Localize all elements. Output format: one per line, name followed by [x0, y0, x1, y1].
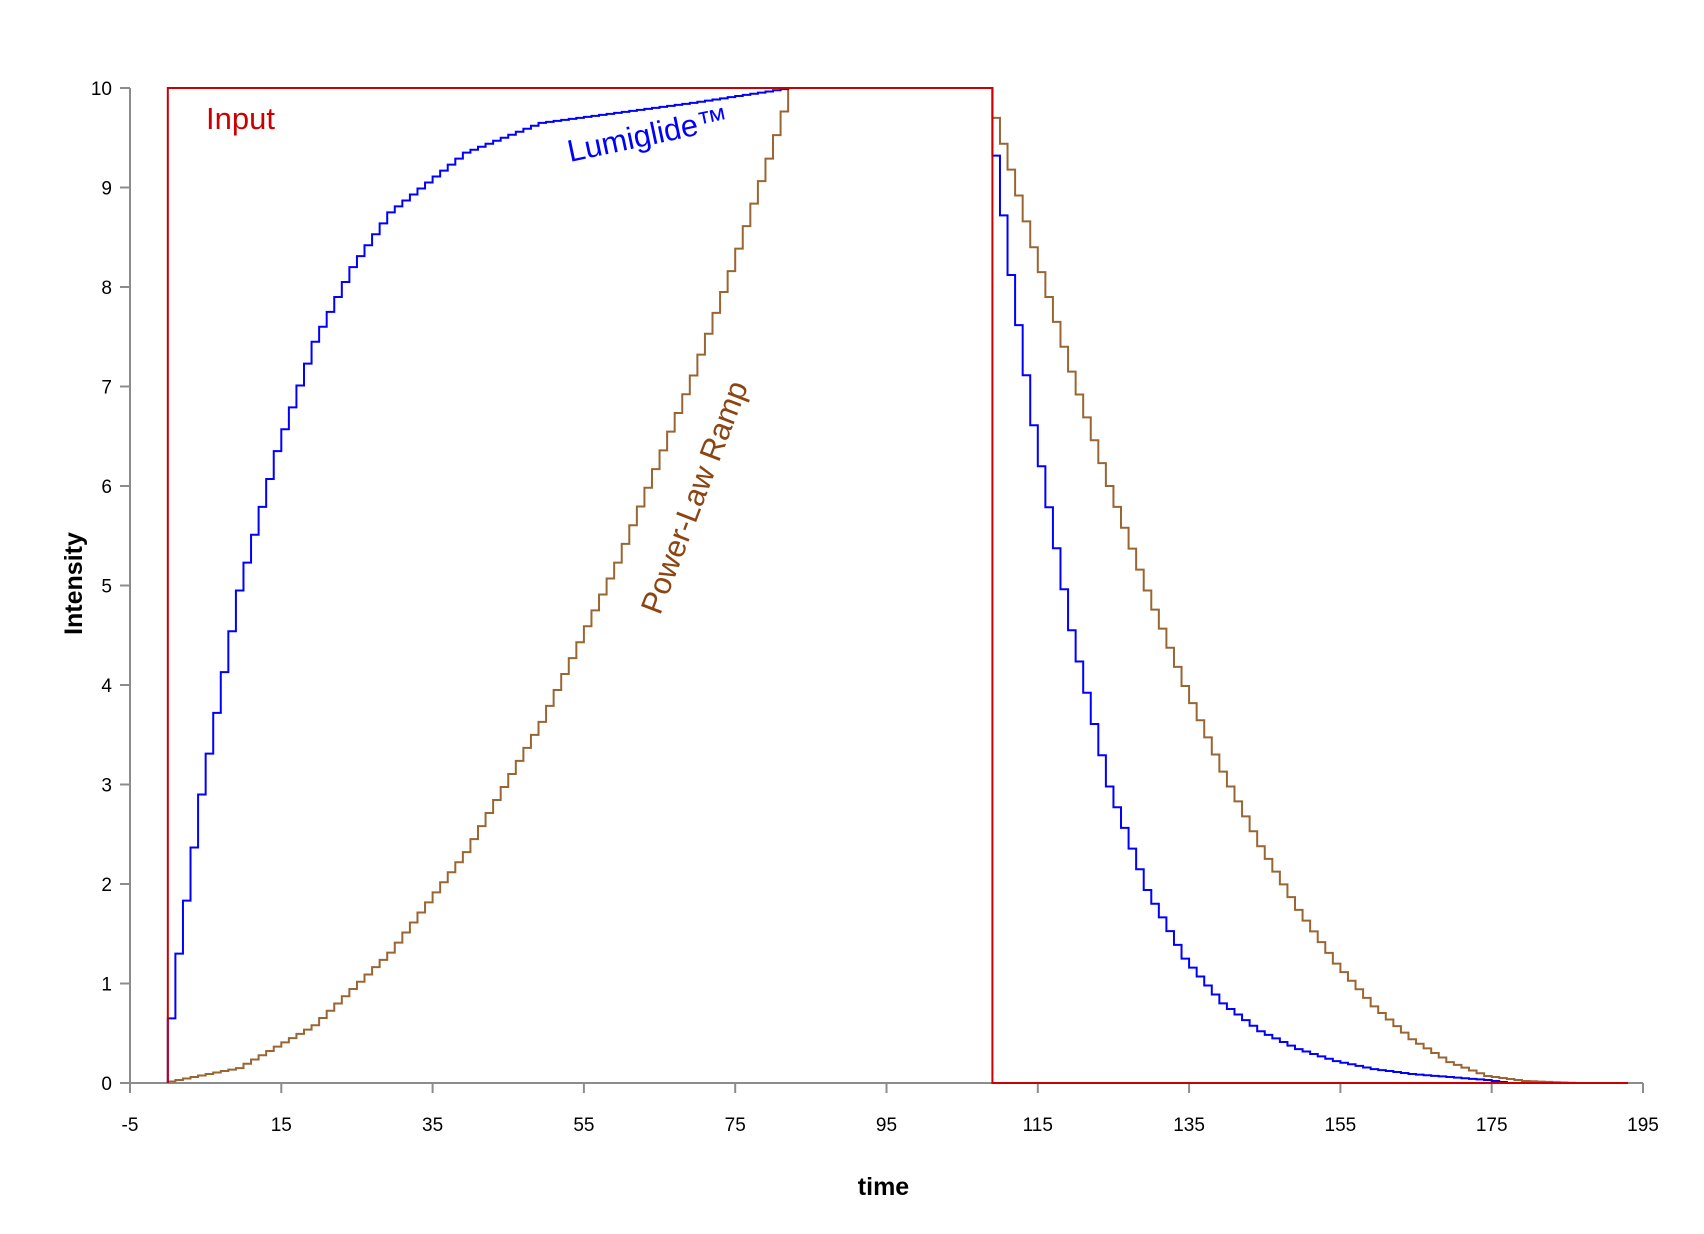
axes: 0 1 2 3 4 5 6 7 8 9 10 -5 15 35 55 75 95 115 135 155 175 195: [91, 79, 1659, 1136]
y-tick-label: 4: [101, 676, 112, 697]
x-tick-label: 95: [876, 1115, 897, 1136]
series-label-power-law-ramp: Power-Law Ramp: [634, 376, 755, 619]
y-tick-label: 6: [101, 477, 112, 498]
series-line-lumiglide: [166, 87, 1628, 1084]
series-line-input: [166, 87, 1628, 1084]
y-tick-label: 5: [101, 577, 112, 598]
y-tick-label: 0: [101, 1074, 112, 1095]
series-line-power-law-ramp: [166, 87, 1628, 1084]
x-tick-label: 75: [725, 1115, 746, 1136]
x-tick-label: 175: [1476, 1115, 1508, 1136]
labels-layer: time Intensity Input Lumiglide™ Power-Law Ra…: [60, 101, 909, 1201]
y-tick-label: 2: [101, 875, 112, 896]
y-axis-title: Intensity: [60, 532, 88, 635]
x-tick-label: 15: [271, 1115, 292, 1136]
x-tick-label: 155: [1325, 1115, 1357, 1136]
y-tick-label: 3: [101, 776, 112, 797]
y-tick-label: 7: [101, 378, 112, 399]
x-tick-label: -5: [122, 1115, 139, 1136]
y-tick-label: 8: [101, 278, 112, 299]
x-tick-label: 35: [422, 1115, 443, 1136]
series-label-input: Input: [206, 101, 275, 136]
y-tick-label: 1: [101, 975, 112, 996]
x-axis-title: time: [858, 1173, 910, 1201]
series-label-lumiglide: Lumiglide™: [564, 101, 731, 169]
x-tick-label: 135: [1173, 1115, 1205, 1136]
x-tick-label: 55: [573, 1115, 594, 1136]
series-layer: [166, 87, 1628, 1084]
x-tick-label: 195: [1627, 1115, 1659, 1136]
x-tick-label: 115: [1023, 1115, 1053, 1136]
y-tick-label: 9: [101, 179, 112, 200]
y-tick-label: 10: [91, 79, 112, 100]
